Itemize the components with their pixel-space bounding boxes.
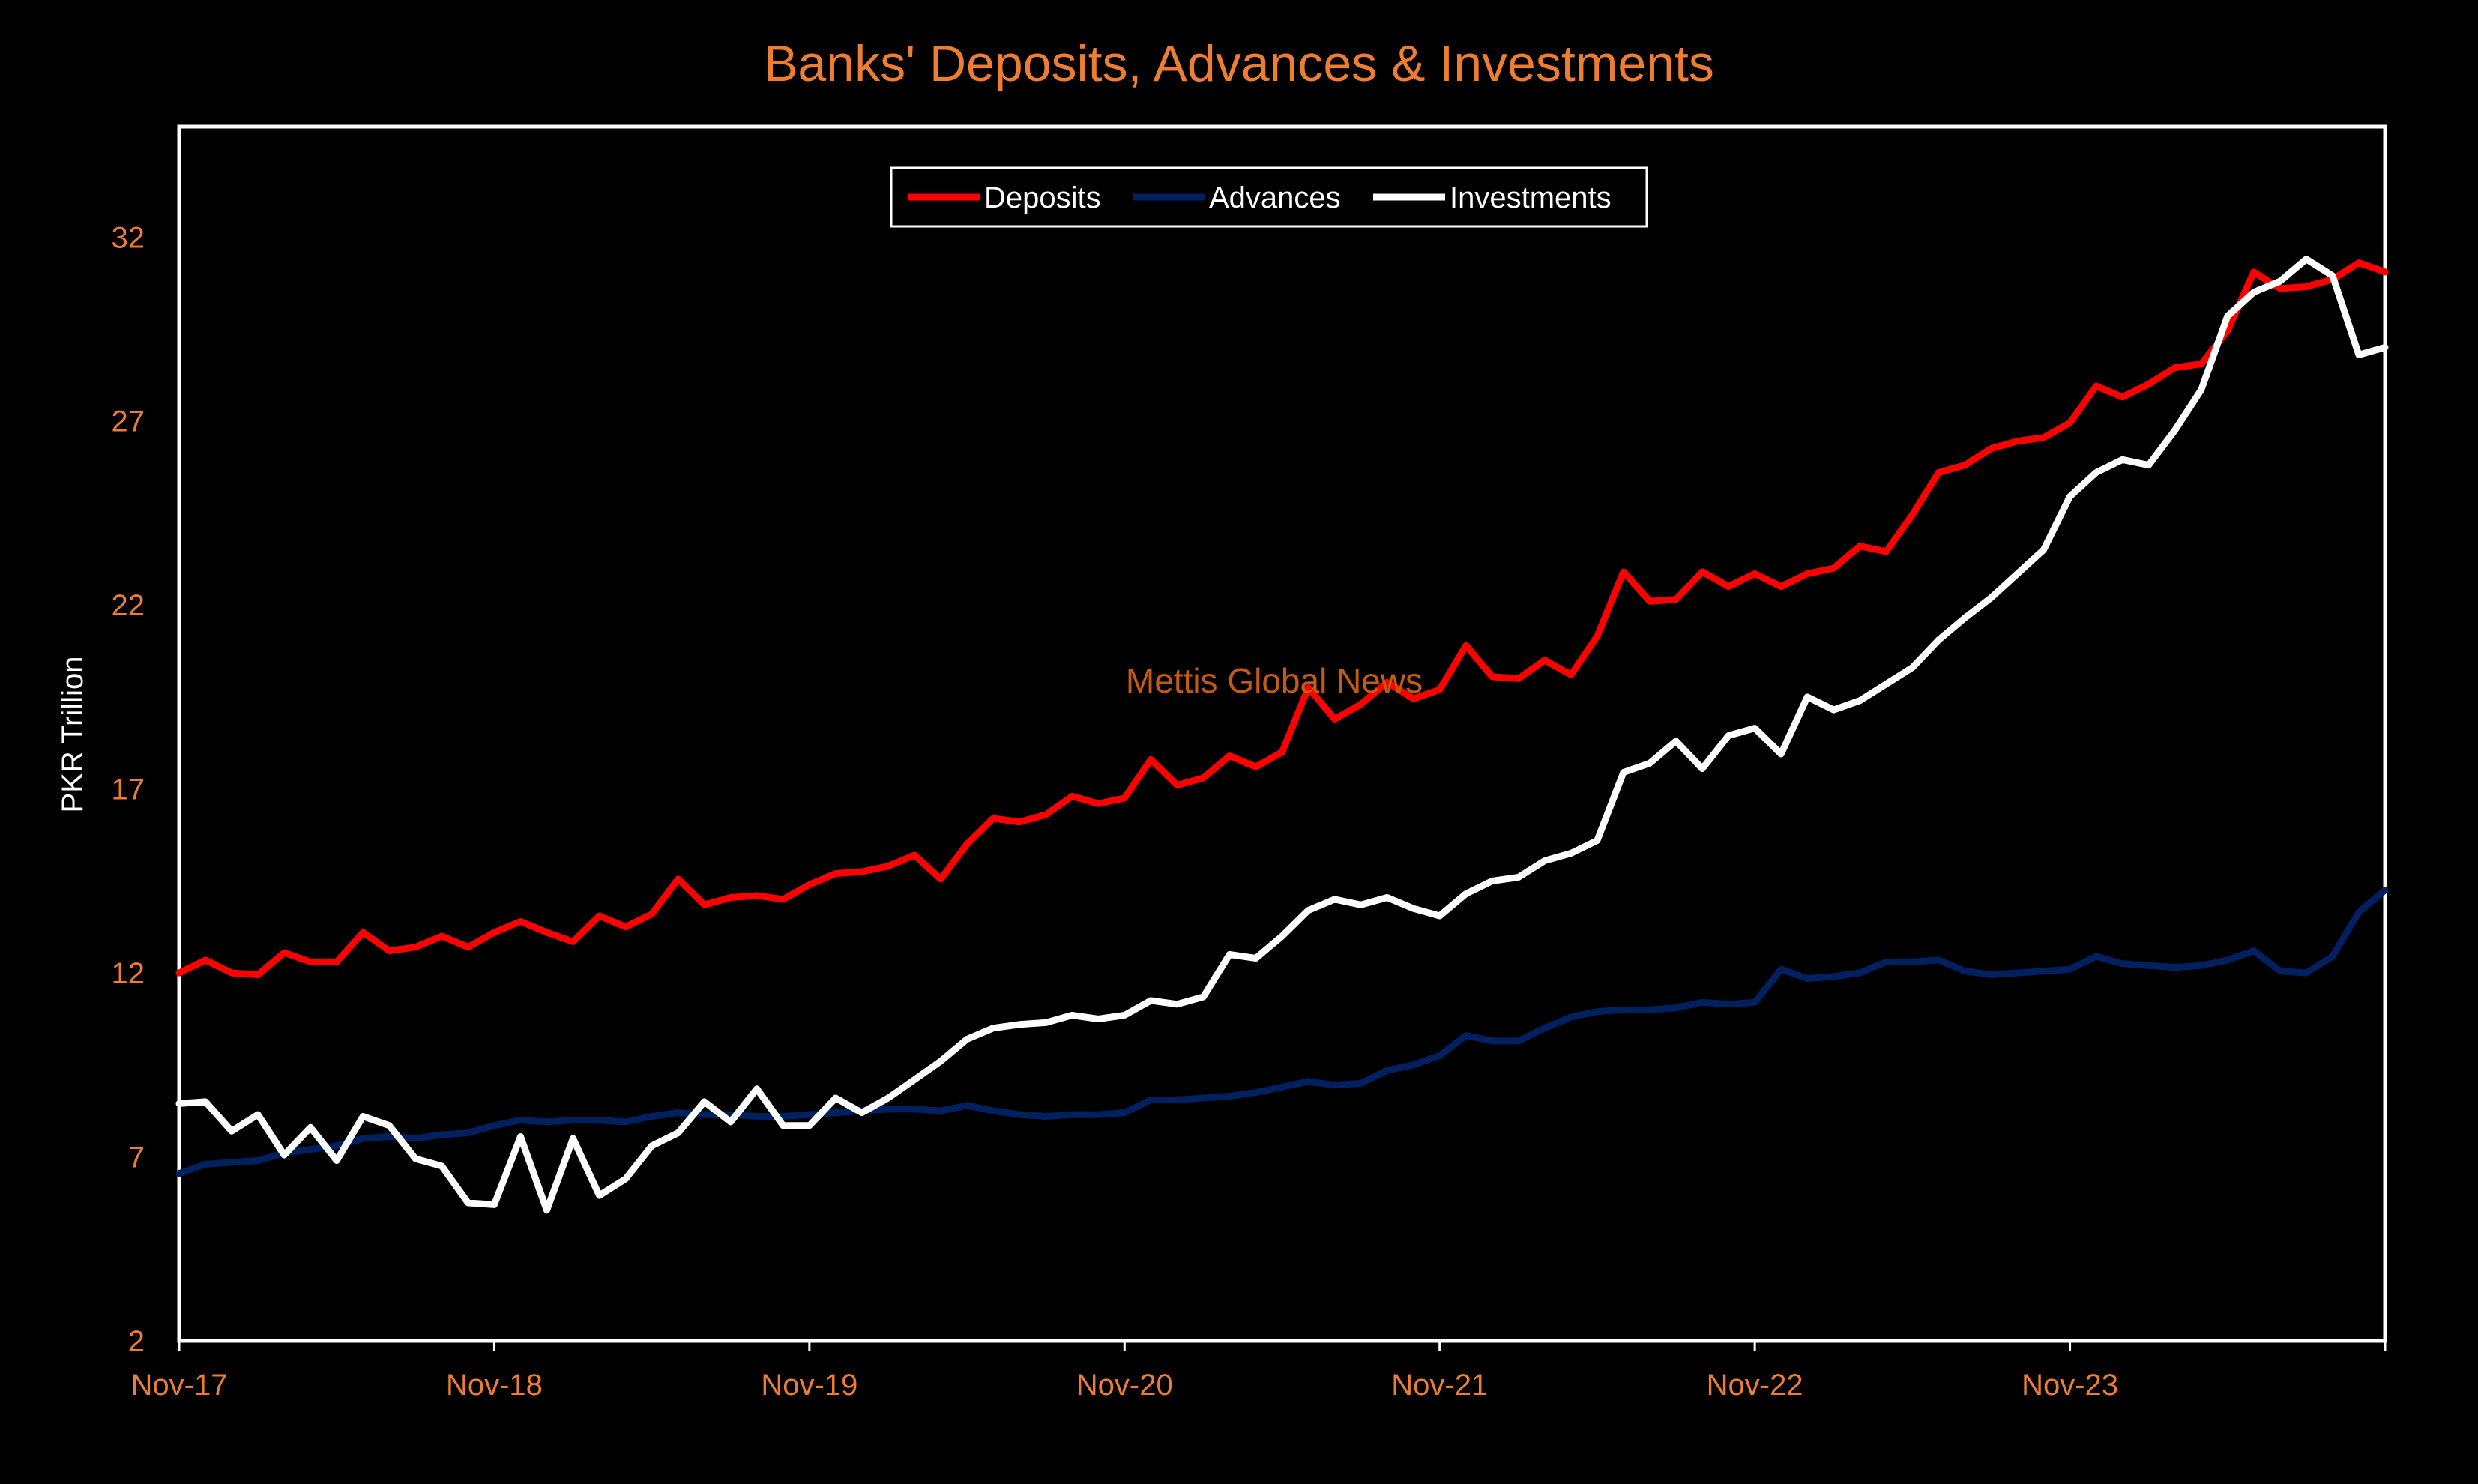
- legend-label-investments: Investments: [1450, 181, 1612, 214]
- y-tick-label: 2: [128, 1325, 145, 1358]
- chart-title: Banks' Deposits, Advances & Investments: [764, 35, 1714, 92]
- series-line-investments: [175, 256, 2389, 1214]
- y-tick-label: 27: [112, 405, 145, 438]
- x-tick-label: Nov-18: [446, 1369, 543, 1402]
- y-tick-label: 22: [112, 589, 145, 622]
- x-tick-label: Nov-20: [1076, 1369, 1173, 1402]
- legend: Deposits Advances Investments: [890, 166, 1648, 228]
- y-tick-label: 32: [112, 221, 145, 254]
- series-line-advances: [175, 887, 2389, 1177]
- y-tick-label: 17: [112, 773, 145, 806]
- legend-label-deposits: Deposits: [984, 181, 1101, 214]
- series-line-deposits: [175, 259, 2389, 978]
- y-tick-label: 7: [128, 1141, 145, 1174]
- series-lines: [175, 256, 2389, 1214]
- x-tick-label: Nov-23: [2022, 1369, 2118, 1402]
- x-tick-label: Nov-17: [131, 1369, 228, 1402]
- y-axis-label: PKR Trillion: [56, 657, 89, 813]
- x-tick-label: Nov-22: [1707, 1369, 1803, 1402]
- x-tick-label: Nov-21: [1391, 1369, 1488, 1402]
- y-tick-label: 12: [112, 957, 145, 990]
- x-tick-label: Nov-19: [761, 1369, 857, 1402]
- legend-box: [890, 166, 1648, 228]
- legend-label-advances: Advances: [1209, 181, 1341, 214]
- watermark-annotation: Mettis Global News: [1126, 661, 1423, 700]
- plot-frame: [177, 124, 2387, 1343]
